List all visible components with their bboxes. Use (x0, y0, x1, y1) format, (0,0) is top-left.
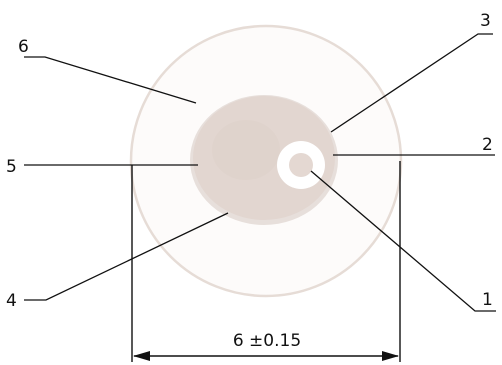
dimension-lines (131, 161, 401, 362)
callout-number-6: 6 (18, 37, 29, 57)
dimension-label: 6 ±0.15 (233, 331, 301, 351)
inner-core-texture (212, 120, 280, 180)
leader-line-4 (24, 212, 229, 301)
callout-number-2: 2 (482, 135, 493, 155)
conductor-inner (289, 153, 313, 177)
leader-line-6 (24, 56, 197, 104)
inner-core (190, 95, 338, 225)
callout-number-3: 3 (480, 11, 491, 31)
callout-number-4: 4 (6, 291, 17, 311)
dimension-arrow-right (382, 351, 399, 361)
dimension-arrows (133, 351, 399, 361)
dimension-arrow-left (133, 351, 150, 361)
leader-line-3 (330, 33, 493, 133)
callout-number-5: 5 (6, 157, 17, 177)
leader-line-1 (310, 170, 496, 312)
center-conductor (277, 141, 325, 189)
callout-number-1: 1 (482, 290, 493, 310)
leader-lines (24, 33, 496, 312)
